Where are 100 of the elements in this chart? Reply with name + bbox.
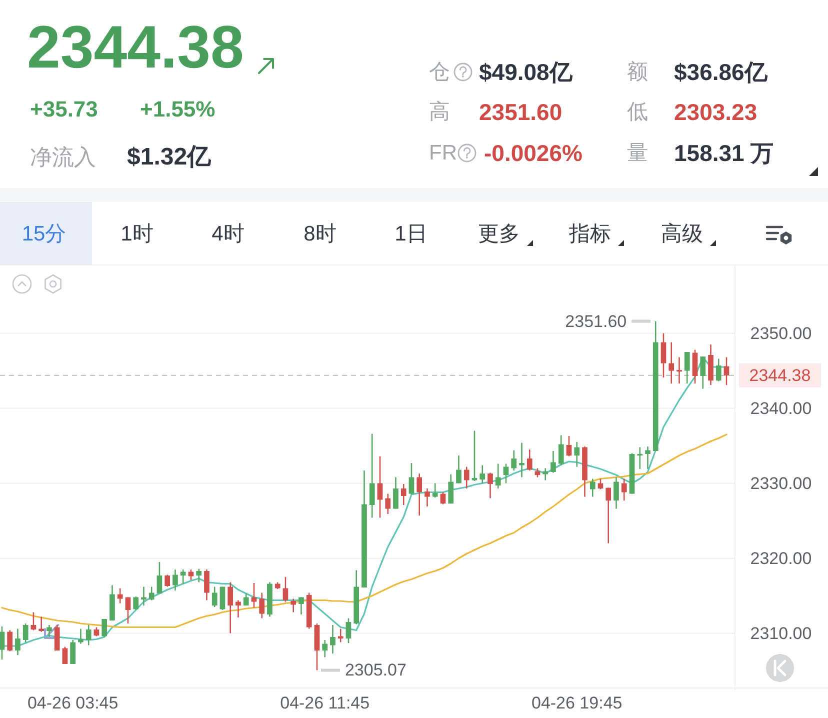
y-tick-label: 2320.00 — [750, 548, 812, 568]
candlestick — [416, 472, 422, 516]
candlestick — [78, 628, 84, 644]
candlestick — [172, 568, 178, 592]
candlestick — [393, 476, 398, 510]
candlestick — [30, 612, 36, 631]
candlestick — [46, 624, 52, 638]
text: 净流入 — [30, 144, 96, 170]
candlestick — [621, 478, 627, 502]
text: 1时 — [120, 222, 154, 246]
text: 高级 — [661, 222, 703, 246]
text: +35.73 — [30, 96, 98, 122]
candlestick — [236, 600, 241, 618]
candlestick — [542, 468, 548, 481]
candlestick — [369, 433, 375, 518]
candlestick — [464, 466, 470, 490]
text: $36.86亿 — [674, 59, 768, 85]
candlestick — [448, 474, 454, 504]
candlestick — [86, 624, 92, 646]
candlestick — [676, 356, 682, 384]
candlestick — [298, 596, 304, 616]
text: 1日 — [394, 222, 428, 246]
candlestick — [196, 568, 202, 583]
x-tick-label: 04-26 19:45 — [531, 694, 622, 712]
candlestick — [156, 561, 162, 594]
candlestick — [385, 493, 391, 515]
x-tick-label: 04-26 03:45 — [27, 694, 118, 712]
candlestick — [180, 568, 186, 584]
candlestick — [141, 586, 146, 606]
candlestick — [0, 626, 5, 660]
candlestick — [614, 476, 619, 510]
candlestick — [188, 568, 194, 581]
candlestick — [660, 332, 666, 378]
y-tick-label: 2310.00 — [750, 624, 812, 643]
text: 额 — [627, 60, 648, 84]
candlestick — [7, 630, 13, 652]
candlestick — [456, 454, 462, 484]
text: 低 — [627, 100, 648, 124]
text: 4时 — [212, 222, 244, 246]
candlestick — [220, 586, 226, 611]
text: 指标 — [568, 222, 611, 246]
text: $1.32亿 — [127, 144, 212, 170]
candlestick — [408, 462, 414, 496]
y-tick-label: 2340.00 — [750, 398, 812, 418]
candlestick — [574, 441, 580, 468]
line-series — [1, 434, 728, 628]
text: 15分 — [22, 222, 66, 246]
candlestick — [684, 351, 690, 384]
text: 2351.60 — [479, 99, 562, 125]
candlestick — [550, 450, 556, 474]
candlestick — [432, 482, 438, 498]
candlestick — [54, 624, 60, 652]
text: -0.0026% — [484, 140, 582, 166]
y-tick-label: 2330.00 — [750, 474, 812, 493]
candlestick — [338, 628, 344, 643]
annotation: 2351.60 — [565, 312, 627, 331]
y-tick-label: 2350.00 — [750, 324, 812, 343]
candlestick — [503, 463, 509, 484]
candlestick — [282, 576, 288, 602]
candlestick — [424, 488, 430, 508]
candlestick — [400, 483, 406, 506]
candlestick — [148, 586, 154, 601]
candlestick — [645, 446, 650, 470]
candlestick — [204, 568, 210, 601]
text: 2303.23 — [674, 99, 758, 125]
text: 仓 — [429, 60, 450, 84]
candlestick — [472, 430, 478, 482]
candlestick — [495, 463, 501, 490]
ref-line-label: 2344.38 — [749, 366, 811, 385]
candlestick — [606, 487, 612, 544]
candlestick — [692, 349, 698, 384]
candlestick — [164, 574, 170, 588]
candlestick — [700, 356, 706, 390]
candlestick — [15, 628, 20, 656]
x-tick-label: 04-26 11:45 — [280, 694, 370, 712]
candlestick — [290, 598, 296, 613]
candlestick — [38, 616, 44, 632]
candlestick — [637, 446, 643, 470]
candlestick — [526, 448, 532, 472]
candlestick — [566, 435, 572, 457]
candlestick — [62, 646, 68, 665]
candlestick — [330, 624, 336, 654]
candlestick — [228, 582, 234, 634]
candlestick — [70, 639, 76, 665]
annotation: 2305.07 — [344, 660, 406, 680]
candlestick — [668, 342, 674, 384]
candlestick — [480, 464, 486, 484]
candlestick — [251, 582, 257, 608]
candlestick — [212, 586, 218, 608]
candlestick — [102, 618, 108, 638]
candlestick — [440, 492, 446, 505]
candlestick — [590, 478, 596, 498]
text: 量 — [627, 142, 648, 164]
text: 8时 — [304, 222, 336, 246]
text: +1.55% — [140, 96, 216, 122]
candlestick — [322, 639, 328, 658]
candlestick — [724, 356, 730, 386]
text: FR — [429, 142, 457, 164]
candlestick — [511, 450, 517, 472]
text: 高 — [429, 100, 450, 124]
